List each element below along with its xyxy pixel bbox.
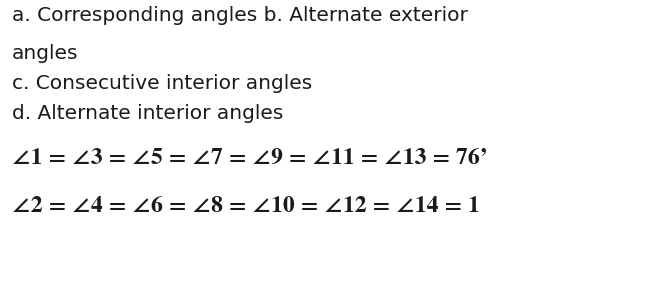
Text: angles: angles [12, 44, 78, 63]
Text: ∠1 = ∠3 = ∠5 = ∠7 = ∠9 = ∠11 = ∠13 = 76’: ∠1 = ∠3 = ∠5 = ∠7 = ∠9 = ∠11 = ∠13 = 76’ [12, 148, 488, 169]
Text: a. Corresponding angles b. Alternate exterior: a. Corresponding angles b. Alternate ext… [12, 6, 468, 25]
Text: ∠2 = ∠4 = ∠6 = ∠8 = ∠10 = ∠12 = ∠14 = 1: ∠2 = ∠4 = ∠6 = ∠8 = ∠10 = ∠12 = ∠14 = 1 [12, 196, 480, 217]
Text: d. Alternate interior angles: d. Alternate interior angles [12, 104, 283, 123]
Text: c. Consecutive interior angles: c. Consecutive interior angles [12, 74, 312, 93]
